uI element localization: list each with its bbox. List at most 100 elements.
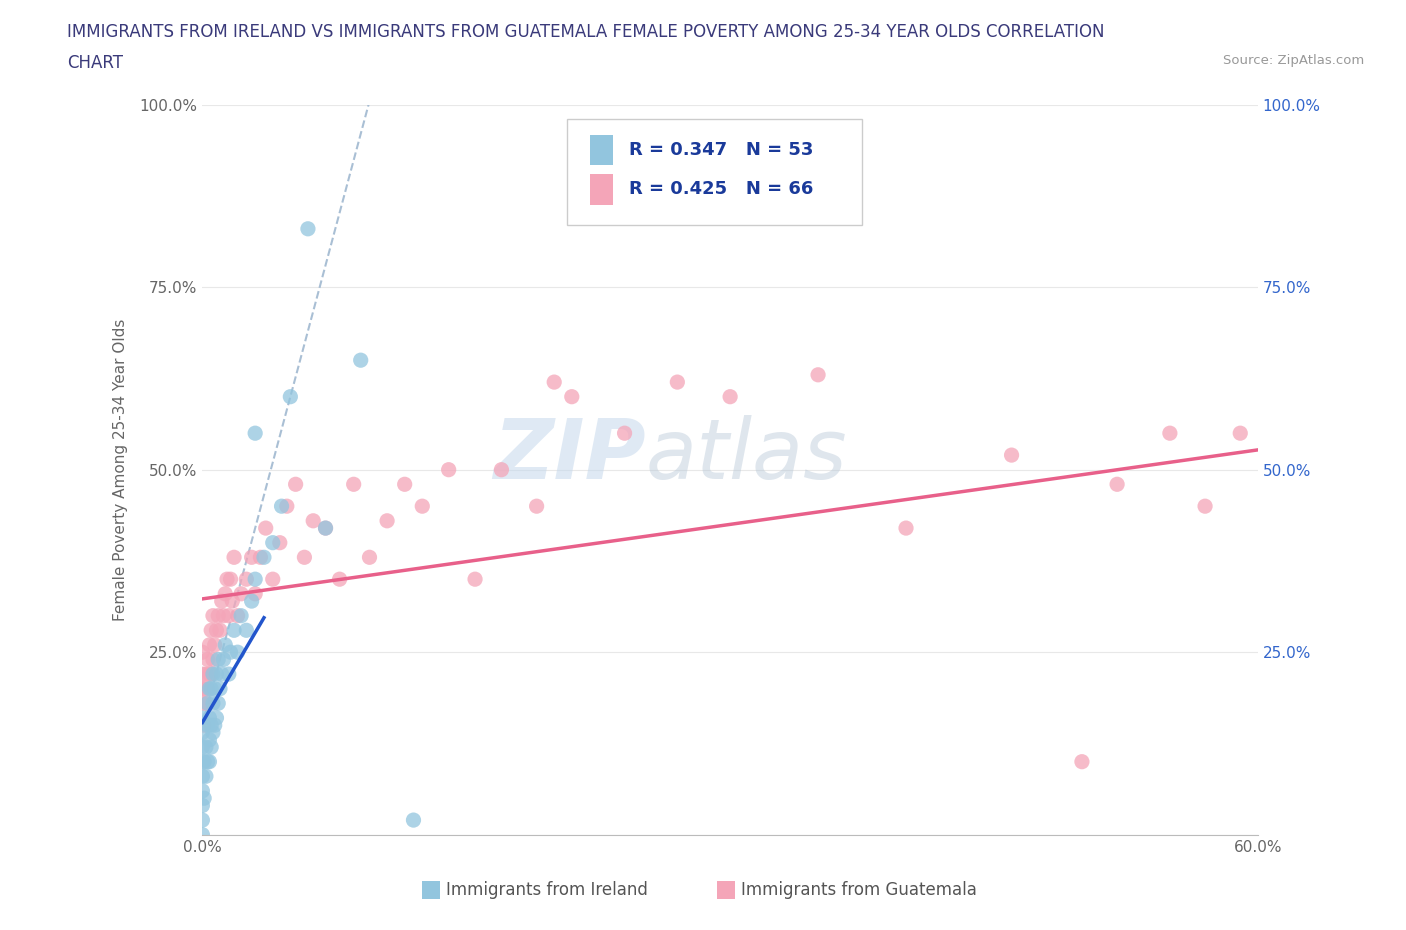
Point [240, 593, 263, 608]
Point [235, 572, 257, 587]
Point [315, 521, 337, 536]
Point [226, 608, 249, 623]
FancyBboxPatch shape [567, 119, 862, 225]
Point [205, 623, 228, 638]
Y-axis label: Female Poverty Among 25-34 Year Olds: Female Poverty Among 25-34 Year Olds [114, 318, 128, 621]
Point [191, 798, 214, 813]
Point [280, 390, 302, 405]
Point [221, 593, 243, 608]
Text: Immigrants from Ireland: Immigrants from Ireland [446, 881, 648, 899]
Point [315, 521, 337, 536]
Point [191, 682, 214, 697]
Point [666, 375, 689, 390]
Point [193, 718, 215, 733]
Point [211, 667, 233, 682]
Point [561, 390, 583, 405]
Point [226, 644, 249, 659]
Point [270, 498, 292, 513]
Point [198, 667, 221, 682]
Point [191, 828, 214, 843]
Point [240, 550, 263, 565]
Point [200, 718, 222, 733]
Point [193, 754, 215, 769]
Point [200, 682, 222, 697]
Point [284, 477, 307, 492]
Point [191, 644, 214, 659]
Point [1159, 426, 1181, 441]
Point [191, 696, 214, 711]
Point [219, 572, 242, 587]
Point [200, 623, 222, 638]
Point [198, 711, 221, 725]
Point [294, 550, 316, 565]
Point [208, 682, 231, 697]
Point [218, 667, 240, 682]
Point [394, 477, 416, 492]
Point [253, 550, 276, 565]
Point [219, 644, 242, 659]
Point [194, 696, 217, 711]
Point [200, 667, 222, 682]
Text: R = 0.425   N = 66: R = 0.425 N = 66 [628, 180, 813, 198]
Point [437, 462, 460, 477]
Point [1194, 498, 1216, 513]
Point [222, 550, 245, 565]
Point [254, 521, 277, 536]
Point [243, 426, 266, 441]
Point [207, 608, 229, 623]
Point [807, 367, 830, 382]
Point [402, 813, 425, 828]
Point [204, 637, 226, 652]
FancyBboxPatch shape [589, 174, 613, 205]
Point [214, 586, 236, 601]
Point [229, 586, 252, 601]
Point [212, 652, 235, 667]
Point [207, 652, 229, 667]
Point [297, 221, 319, 236]
Point [193, 682, 215, 697]
Point [1000, 447, 1022, 462]
Point [200, 739, 222, 754]
Point [208, 623, 231, 638]
Point [543, 375, 565, 390]
Point [375, 513, 398, 528]
Point [207, 696, 229, 711]
Point [198, 637, 221, 652]
Point [269, 536, 291, 551]
Point [197, 682, 219, 697]
Point [613, 426, 636, 441]
Point [262, 572, 284, 587]
Point [464, 572, 486, 587]
Point [343, 477, 366, 492]
Point [191, 769, 214, 784]
Point [198, 732, 221, 747]
Point [191, 783, 214, 798]
Point [1264, 696, 1286, 711]
Point [194, 667, 217, 682]
Point [243, 572, 266, 587]
Text: IMMIGRANTS FROM IRELAND VS IMMIGRANTS FROM GUATEMALA FEMALE POVERTY AMONG 25-34 : IMMIGRANTS FROM IRELAND VS IMMIGRANTS FR… [67, 23, 1105, 41]
Point [212, 608, 235, 623]
Point [218, 608, 240, 623]
Point [718, 390, 741, 405]
Point [193, 790, 215, 805]
Point [191, 739, 214, 754]
Point [197, 754, 219, 769]
Point [1071, 754, 1094, 769]
Point [201, 652, 224, 667]
Point [191, 754, 214, 769]
Point [194, 739, 217, 754]
Point [191, 667, 214, 682]
FancyBboxPatch shape [589, 135, 613, 166]
Point [215, 572, 238, 587]
Point [491, 462, 513, 477]
Point [222, 623, 245, 638]
Point [197, 718, 219, 733]
Point [205, 711, 228, 725]
Point [894, 521, 917, 536]
Point [211, 593, 233, 608]
Text: Source: ZipAtlas.com: Source: ZipAtlas.com [1223, 54, 1364, 67]
Point [229, 608, 252, 623]
Point [262, 536, 284, 551]
Point [302, 513, 325, 528]
